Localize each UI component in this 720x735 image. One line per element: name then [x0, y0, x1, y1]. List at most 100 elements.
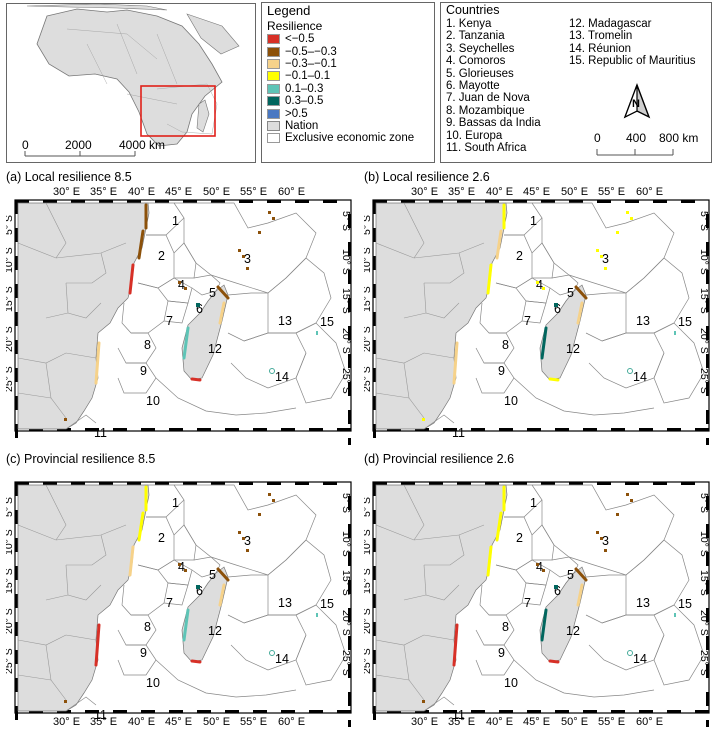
eez-label: 3: [244, 534, 251, 548]
lon-label: 35° E: [90, 186, 117, 198]
legend-label: <−0.5: [285, 33, 315, 46]
lat-label-right: 10° S: [698, 531, 710, 557]
eez-label: 11: [94, 426, 107, 440]
island-resilience-mark: [64, 700, 67, 703]
lat-label-right: 5° S: [698, 493, 710, 513]
country-item: 9. Bassas da India: [446, 117, 541, 130]
coast-resilience-mark: [495, 229, 503, 260]
lat-label-right: 25° S: [698, 368, 710, 394]
countries-title: Countries: [446, 3, 500, 17]
mayotte-mark: [196, 585, 200, 589]
mauritius-mark: [674, 613, 676, 617]
eez-label: 14: [633, 370, 647, 384]
coast-resilience-mark: [452, 341, 459, 385]
lon-label: 50° E: [561, 186, 588, 198]
lon-label: 55° E: [598, 186, 625, 198]
eez-label: 7: [524, 314, 531, 328]
panel-title: (a) Local resilience 8.5: [6, 170, 132, 184]
island-resilience-mark: [246, 267, 249, 270]
north-letter: N: [632, 98, 640, 110]
lon-label: 60° E: [278, 716, 305, 727]
country-item: 10. Europa: [446, 129, 503, 142]
madagascar-resilience-mark: [190, 377, 202, 382]
countries-col1: 1. Kenya 2. Tanzania 3. Seychelles 4. Co…: [446, 18, 541, 154]
legend-item: <−0.5: [267, 33, 434, 45]
island-resilience-mark: [422, 700, 425, 703]
lat-label-left: 20° S: [6, 608, 15, 634]
legend-swatch: [267, 46, 280, 57]
mauritius-mark: [316, 331, 318, 335]
island-resilience-mark: [184, 287, 187, 290]
scale-400: 400: [626, 131, 646, 145]
legend-item: −0.1–0.1: [267, 70, 434, 82]
lon-label: 50° E: [561, 716, 588, 727]
island-resilience-mark: [268, 493, 271, 496]
island-resilience-mark: [626, 493, 629, 496]
island-resilience-mark: [596, 249, 599, 252]
legend-item: >0.5: [267, 107, 434, 120]
mauritius-mark: [316, 613, 318, 617]
madagascar-resilience-mark: [574, 285, 588, 300]
coast-resilience-mark: [94, 341, 101, 385]
madagascar-resilience-mark: [190, 659, 202, 664]
eez-label: 4: [536, 560, 543, 574]
lat-label-right: 15° S: [698, 288, 710, 314]
eez-label: 7: [166, 596, 173, 610]
eez-label: 13: [278, 314, 292, 328]
eez-label: 5: [567, 286, 574, 300]
legend-swatch: [267, 83, 280, 94]
eez-label: 12: [208, 342, 222, 356]
madagascar-resilience-mark: [574, 567, 588, 582]
eez-label: 5: [567, 568, 574, 582]
coast-resilience-mark: [137, 511, 145, 542]
eez-label: 11: [452, 426, 465, 440]
legend-items: <−0.5 −0.5–−0.3 −0.3–−0.1 −0.1–0.1 0.1–0.3 0.…: [267, 33, 434, 145]
lat-label-right: 25° S: [340, 368, 352, 394]
lon-label: 35° E: [90, 716, 117, 727]
eez-label: 14: [633, 652, 647, 666]
country-item: 12. Madagascar: [569, 18, 652, 30]
country-item: 15. Republic of Mauritius: [569, 55, 696, 68]
island-resilience-mark: [600, 255, 603, 258]
island-resilience-mark: [630, 499, 633, 502]
eez-label: 1: [172, 496, 179, 510]
lat-label-right: 15° S: [340, 288, 352, 314]
country-item: 11. South Africa: [446, 142, 527, 155]
lat-label-right: 25° S: [698, 650, 710, 676]
lon-label: 60° E: [636, 186, 663, 198]
lat-label-left: 20° S: [364, 326, 373, 352]
eez-label: 11: [452, 708, 465, 722]
eez-label: 8: [502, 338, 509, 352]
eez-label: 8: [144, 338, 151, 352]
legend-label: >0.5: [285, 107, 308, 120]
mayotte-mark: [554, 303, 558, 307]
madagascar-resilience-mark: [182, 326, 190, 360]
legend-label: 0.1–0.3: [285, 82, 324, 95]
lat-label-left: 15° S: [6, 568, 15, 594]
countries-box: Countries 1. Kenya 2. Tanzania 3. Seyche…: [440, 2, 712, 163]
legend-item: −0.3–−0.1: [267, 58, 434, 70]
lon-label: 55° E: [240, 186, 267, 198]
lon-label: 35° E: [448, 186, 475, 198]
scale-0: 0: [594, 131, 601, 145]
panel-map-svg: 30° E 35° E 40° E 45° E 50° E 55° E 60° E: [364, 186, 710, 445]
madagascar-overview: [196, 99, 210, 133]
country-item: 14. Réunion: [569, 42, 632, 55]
lat-label-left: 10° S: [6, 529, 15, 555]
legend-item: Exclusive economic zone: [267, 132, 434, 144]
island-resilience-mark: [272, 217, 275, 220]
panel-map-svg: 30° E 35° E 40° E 45° E 50° E 55° E 60° E: [6, 481, 352, 727]
lon-label: 30° E: [411, 716, 438, 727]
eez-label: 9: [140, 364, 147, 378]
lat-label-left: 15° S: [364, 286, 373, 312]
legend-label: Nation: [285, 119, 319, 132]
eez-label: 7: [524, 596, 531, 610]
country-item: 13. Tromelin: [569, 30, 633, 43]
mayotte-mark: [554, 585, 558, 589]
lon-label: 40° E: [128, 716, 155, 727]
eez-label: 3: [602, 534, 609, 548]
island-resilience-mark: [238, 531, 241, 534]
mauritius-mark: [674, 331, 676, 335]
island-resilience-mark: [246, 549, 249, 552]
lat-label-right: 15° S: [340, 570, 352, 596]
